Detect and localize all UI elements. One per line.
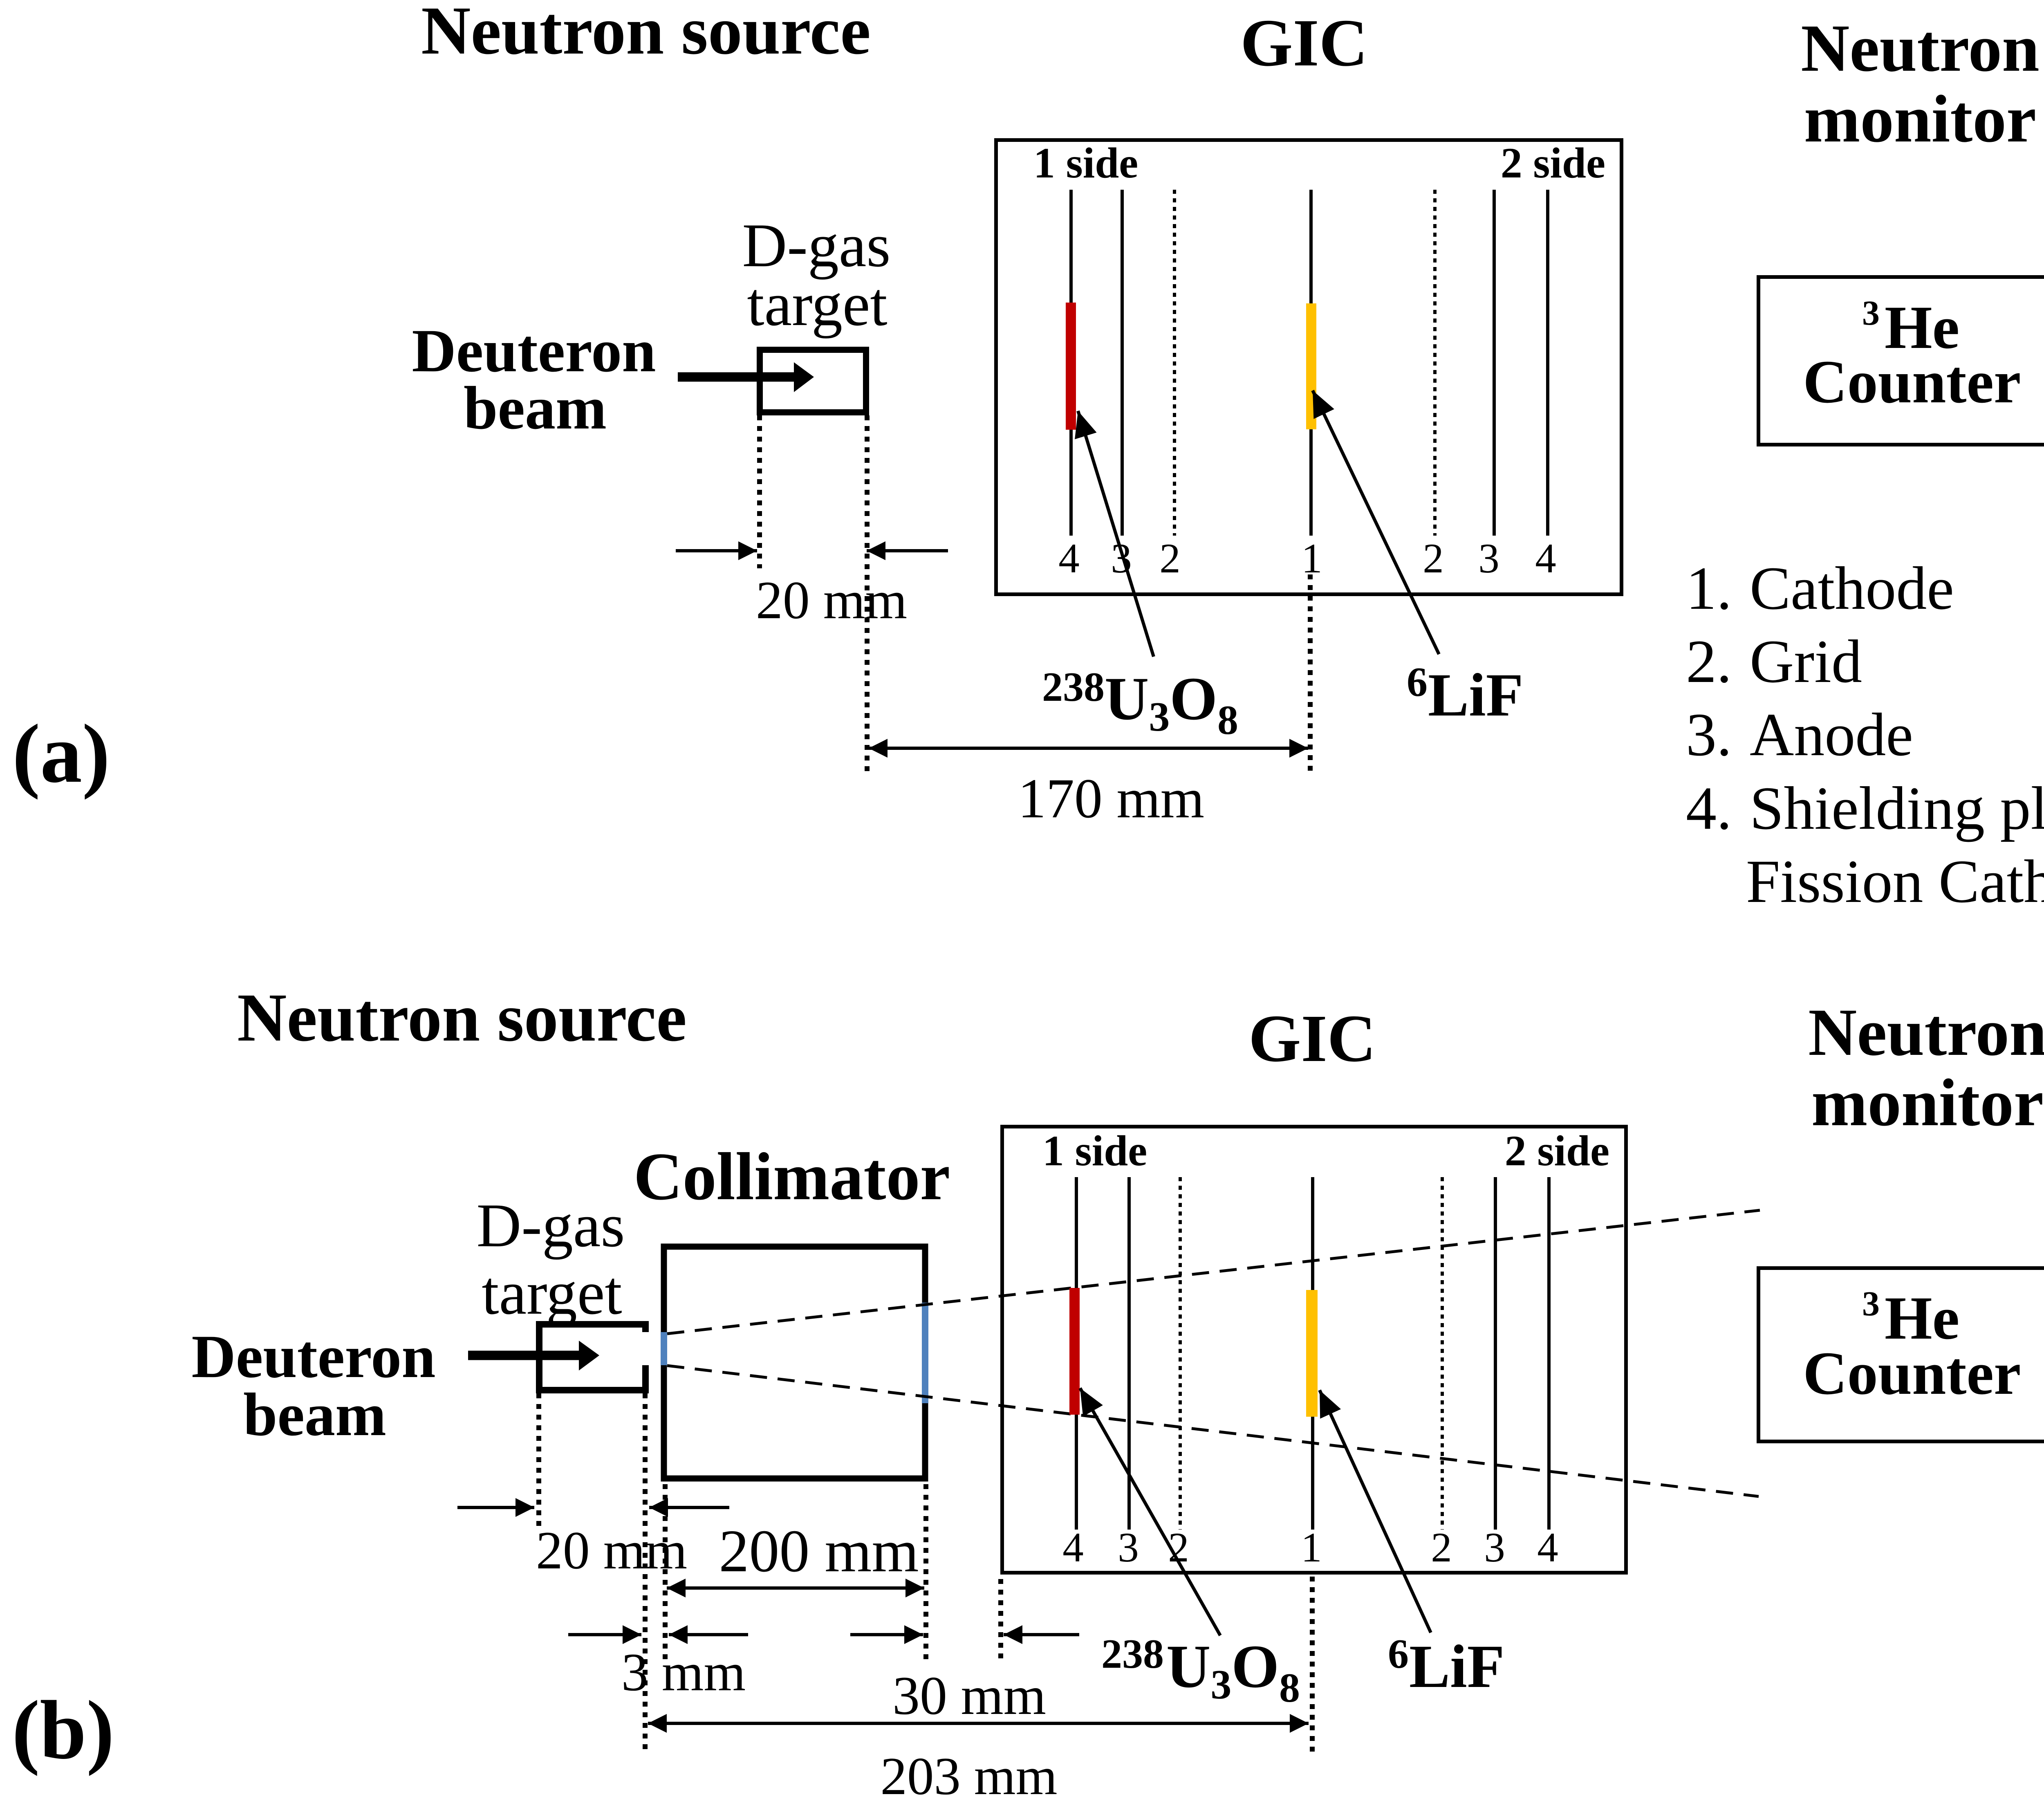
- svg-text:Neutron: Neutron: [1808, 995, 2044, 1070]
- svg-text:2: 2: [1423, 535, 1444, 582]
- svg-text:4.: 4.: [1686, 774, 1732, 842]
- svg-text:3: 3: [1118, 1524, 1139, 1571]
- svg-text:6: 6: [1388, 1631, 1409, 1677]
- svg-text:2: 2: [1431, 1524, 1452, 1571]
- svg-text:D-gas: D-gas: [742, 211, 890, 280]
- svg-text:beam: beam: [243, 1381, 386, 1449]
- svg-text:Neutron source: Neutron source: [237, 980, 687, 1056]
- svg-text:GIC: GIC: [1248, 1001, 1376, 1076]
- svg-text:Shielding plate or: Shielding plate or: [1750, 774, 2044, 842]
- svg-text:6: 6: [1407, 659, 1428, 705]
- svg-text:Neutron source: Neutron source: [421, 0, 871, 69]
- svg-text:4: 4: [1537, 1524, 1558, 1571]
- svg-text:3 mm: 3 mm: [621, 1642, 746, 1702]
- svg-text:Grid: Grid: [1750, 628, 1862, 695]
- svg-text:GIC: GIC: [1240, 5, 1368, 80]
- svg-text:2.: 2.: [1686, 628, 1732, 695]
- svg-text:monitor: monitor: [1804, 81, 2036, 156]
- svg-text:(a): (a): [12, 707, 110, 800]
- svg-text:Cathode: Cathode: [1750, 554, 1954, 622]
- svg-text:Deuteron: Deuteron: [412, 317, 656, 385]
- svg-text:4: 4: [1062, 1524, 1084, 1571]
- svg-text:2: 2: [1159, 535, 1181, 582]
- svg-text:3: 3: [1478, 535, 1499, 582]
- svg-text:1 side: 1 side: [1042, 1127, 1147, 1175]
- svg-text:He: He: [1885, 294, 1959, 361]
- svg-text:170 mm: 170 mm: [1018, 767, 1204, 830]
- svg-text:4: 4: [1535, 535, 1556, 582]
- svg-text:203 mm: 203 mm: [880, 1747, 1057, 1799]
- svg-text:U3O8: U3O8: [1105, 665, 1238, 743]
- svg-text:238: 238: [1042, 664, 1105, 710]
- svg-text:4: 4: [1058, 535, 1080, 582]
- svg-text:2 side: 2 side: [1505, 1127, 1609, 1175]
- svg-text:LiF: LiF: [1409, 1633, 1504, 1700]
- svg-text:Deuteron: Deuteron: [191, 1323, 435, 1391]
- svg-text:2 side: 2 side: [1501, 139, 1605, 187]
- svg-text:LiF: LiF: [1428, 661, 1523, 729]
- svg-text:target: target: [747, 270, 887, 339]
- svg-text:3: 3: [1862, 293, 1880, 332]
- svg-text:3: 3: [1862, 1284, 1880, 1323]
- svg-text:target: target: [482, 1258, 622, 1327]
- svg-text:Collimator: Collimator: [634, 1139, 950, 1214]
- svg-text:Counter: Counter: [1803, 348, 2021, 416]
- svg-text:1: 1: [1301, 535, 1322, 582]
- svg-text:beam: beam: [464, 374, 607, 442]
- svg-text:Neutron: Neutron: [1801, 11, 2040, 85]
- svg-text:20 mm: 20 mm: [756, 570, 907, 630]
- svg-text:Counter: Counter: [1803, 1339, 2021, 1407]
- svg-text:monitor: monitor: [1811, 1065, 2044, 1140]
- svg-text:(b): (b): [12, 1684, 114, 1777]
- svg-text:He: He: [1885, 1284, 1959, 1352]
- svg-text:1 side: 1 side: [1033, 139, 1138, 187]
- svg-text:3: 3: [1484, 1524, 1505, 1571]
- svg-text:Anode: Anode: [1750, 701, 1913, 769]
- svg-text:20 mm: 20 mm: [536, 1520, 687, 1580]
- svg-text:1: 1: [1301, 1524, 1322, 1571]
- svg-text:Fission Cathode: Fission Cathode: [1746, 848, 2044, 915]
- svg-text:D-gas: D-gas: [476, 1191, 625, 1260]
- svg-text:238: 238: [1101, 1631, 1164, 1677]
- svg-text:U3O8: U3O8: [1166, 1633, 1300, 1711]
- svg-text:30 mm: 30 mm: [892, 1665, 1046, 1726]
- svg-text:1.: 1.: [1686, 554, 1732, 622]
- svg-text:200 mm: 200 mm: [719, 1518, 919, 1585]
- svg-text:3.: 3.: [1686, 701, 1732, 769]
